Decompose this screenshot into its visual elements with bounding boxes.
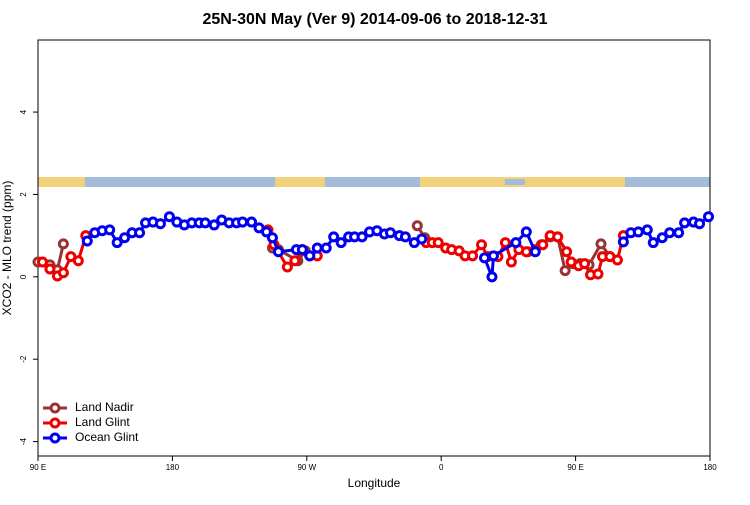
y-tick-label: -4: [19, 437, 28, 445]
data-point: [467, 250, 479, 262]
data-point: [673, 227, 685, 239]
data-point: [617, 236, 629, 248]
legend-label: Ocean Glint: [75, 430, 139, 444]
data-point: [199, 217, 211, 229]
data-point: [154, 218, 166, 230]
data-point: [320, 242, 332, 254]
data-point: [561, 246, 573, 258]
data-point: [111, 237, 123, 249]
data-point: [703, 211, 715, 223]
data-point: [399, 231, 411, 243]
x-tick-label: 90 E: [30, 463, 46, 472]
legend-label: Land Nadir: [75, 400, 134, 414]
data-point: [486, 271, 498, 283]
data-point: [57, 267, 69, 279]
data-point: [72, 255, 84, 267]
data-point: [656, 232, 668, 244]
x-tick-label: 180: [703, 463, 717, 472]
data-point: [505, 256, 517, 268]
data-point: [552, 231, 564, 243]
legend-label: Land Glint: [75, 415, 130, 429]
data-point: [529, 246, 541, 258]
data-point: [499, 237, 511, 249]
land-strip: [275, 177, 325, 187]
x-tick-label: 90 E: [567, 463, 583, 472]
data-point: [281, 261, 293, 273]
data-point: [81, 235, 93, 247]
y-tick-label: 0: [19, 274, 28, 279]
plot-frame: [37, 39, 711, 457]
chart-title: 25N-30N May (Ver 9) 2014-09-06 to 2018-1…: [202, 11, 547, 28]
data-point: [384, 227, 396, 239]
data-point: [328, 231, 340, 243]
ocean-strip: [38, 177, 710, 187]
land-strip: [38, 177, 85, 187]
data-point: [134, 227, 146, 239]
ocean-strip: [505, 179, 525, 185]
x-tick-label: 0: [439, 463, 444, 472]
data-point: [579, 258, 591, 270]
data-point: [411, 220, 423, 232]
data-point: [57, 238, 69, 250]
data-point: [479, 252, 491, 264]
data-point: [296, 244, 308, 256]
data-point: [679, 217, 691, 229]
data-point: [641, 224, 653, 236]
x-axis-label: Longitude: [348, 476, 401, 490]
data-point: [664, 227, 676, 239]
data-point: [611, 254, 623, 266]
data-point: [208, 219, 220, 231]
data-point: [44, 263, 56, 275]
data-point: [510, 237, 522, 249]
data-point: [304, 250, 316, 262]
legend-marker: [49, 417, 61, 429]
data-point: [559, 265, 571, 277]
legend-marker: [49, 402, 61, 414]
y-tick-label: 2: [19, 192, 28, 197]
data-point: [632, 226, 644, 238]
data-point: [595, 238, 607, 250]
map-strip: [38, 177, 710, 187]
data-point: [335, 237, 347, 249]
data-point: [311, 242, 323, 254]
data-point: [163, 211, 175, 223]
legend-marker: [49, 432, 61, 444]
data-point: [237, 216, 249, 228]
data-point: [520, 246, 532, 258]
data-point: [520, 226, 532, 238]
data-point: [487, 250, 499, 262]
data-point: [119, 232, 131, 244]
data-point: [36, 256, 48, 268]
x-tick-label: 180: [166, 463, 180, 472]
data-point: [537, 239, 549, 251]
data-point: [694, 218, 706, 230]
data-point: [266, 232, 278, 244]
data-point: [432, 237, 444, 249]
y-axis-label: XCO2 - MLO trend (ppm): [0, 181, 14, 316]
data-point: [416, 233, 428, 245]
data-point: [476, 239, 488, 251]
data-point: [592, 268, 604, 280]
data-point: [289, 255, 301, 267]
y-tick-label: -2: [19, 355, 28, 363]
data-point: [272, 246, 284, 258]
x-tick-label: 90 W: [297, 463, 316, 472]
data-point: [104, 224, 116, 236]
data-point: [356, 231, 368, 243]
data-point: [647, 237, 659, 249]
y-tick-label: 4: [19, 109, 28, 114]
data-point: [246, 216, 258, 228]
